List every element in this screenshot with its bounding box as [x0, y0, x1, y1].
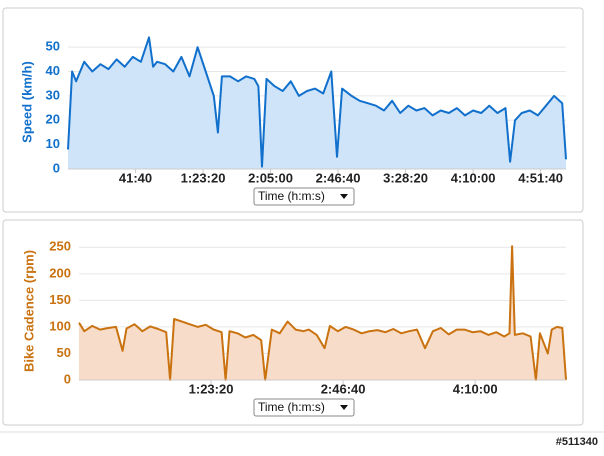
y-tick-label: 150 — [49, 292, 71, 307]
x-unit-select[interactable]: Time (h:m:s) — [253, 398, 355, 417]
x-unit-select[interactable]: Time (h:m:s) — [253, 187, 355, 206]
x-tick-label: 2:46:40 — [321, 381, 366, 396]
y-tick-label: 40 — [46, 63, 60, 78]
x-tick-label: 2:46:40 — [316, 170, 361, 185]
y-axis-label: Bike Cadence (rpm) — [21, 250, 36, 372]
x-tick-label: 4:10:00 — [451, 170, 496, 185]
select-arrow — [340, 194, 348, 199]
y-tick-label: 20 — [46, 112, 60, 127]
x-tick-label: 1:23:20 — [189, 381, 234, 396]
y-axis-label: Speed (km/h) — [19, 61, 34, 143]
area — [79, 246, 566, 380]
y-tick-label: 30 — [46, 87, 60, 102]
x-tick-label: 4:10:00 — [453, 381, 498, 396]
y-tick-label: 10 — [46, 136, 60, 151]
y-tick-label: 200 — [49, 265, 71, 280]
y-tick-label: 0 — [64, 371, 71, 386]
y-tick-label: 250 — [49, 239, 71, 254]
area — [68, 37, 566, 170]
x-tick-label: 3:28:20 — [383, 170, 428, 185]
select-label: Time (h:m:s) — [258, 400, 325, 414]
x-tick-label: 2:05:00 — [248, 170, 293, 185]
select-box — [253, 187, 355, 206]
select-label: Time (h:m:s) — [258, 189, 325, 203]
line — [78, 245, 567, 381]
select-arrow — [340, 405, 348, 410]
x-tick-label: 1:23:20 — [181, 170, 226, 185]
select-box — [253, 398, 355, 417]
y-tick-label: 50 — [57, 345, 71, 360]
x-tick-label: 4:51:40 — [518, 170, 563, 185]
line — [67, 36, 567, 168]
y-tick-label: 100 — [49, 318, 71, 333]
footer-id: #511340 — [556, 436, 598, 448]
x-tick-label: 41:40 — [119, 170, 152, 185]
y-tick-label: 0 — [53, 160, 60, 175]
y-tick-label: 50 — [46, 39, 60, 54]
